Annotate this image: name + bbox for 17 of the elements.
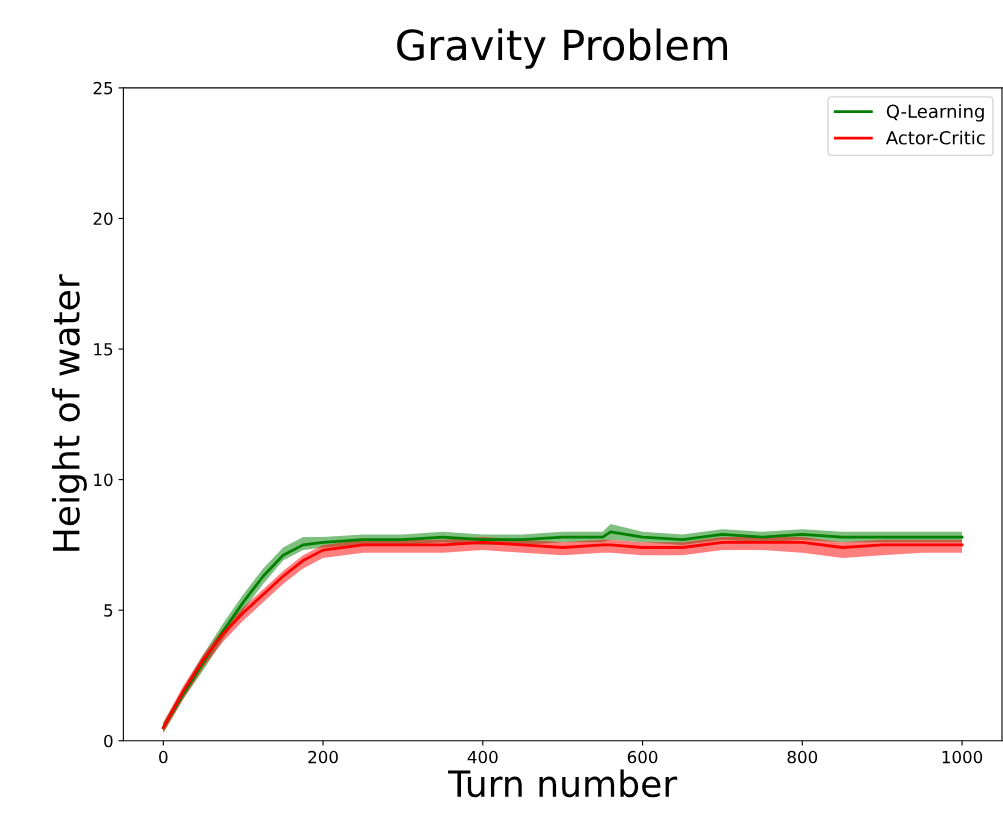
x-tick-label: 0: [159, 750, 168, 764]
chart-title: Gravity Problem: [397, 28, 728, 69]
x-tick-label: 400: [467, 750, 498, 764]
x-tick-label: 600: [627, 750, 658, 764]
x-tick-label: 200: [308, 750, 338, 764]
x-axis-title: Turn number: [448, 769, 678, 798]
x-tick-label: 1000: [942, 750, 983, 764]
y-tick-label: 20: [93, 212, 113, 226]
y-tick-label: 5: [104, 604, 113, 617]
y-tick-label: 15: [94, 343, 113, 356]
y-tick-label: 10: [94, 473, 113, 487]
y-tick-label: 0: [104, 734, 113, 748]
y-tick-label: 25: [93, 81, 113, 95]
legend-label: Q-Learning: [886, 104, 984, 122]
legend-label: Actor-Critic: [885, 130, 985, 145]
x-tick-label: 800: [787, 750, 818, 764]
y-axis-title: Height of water: [51, 274, 87, 551]
